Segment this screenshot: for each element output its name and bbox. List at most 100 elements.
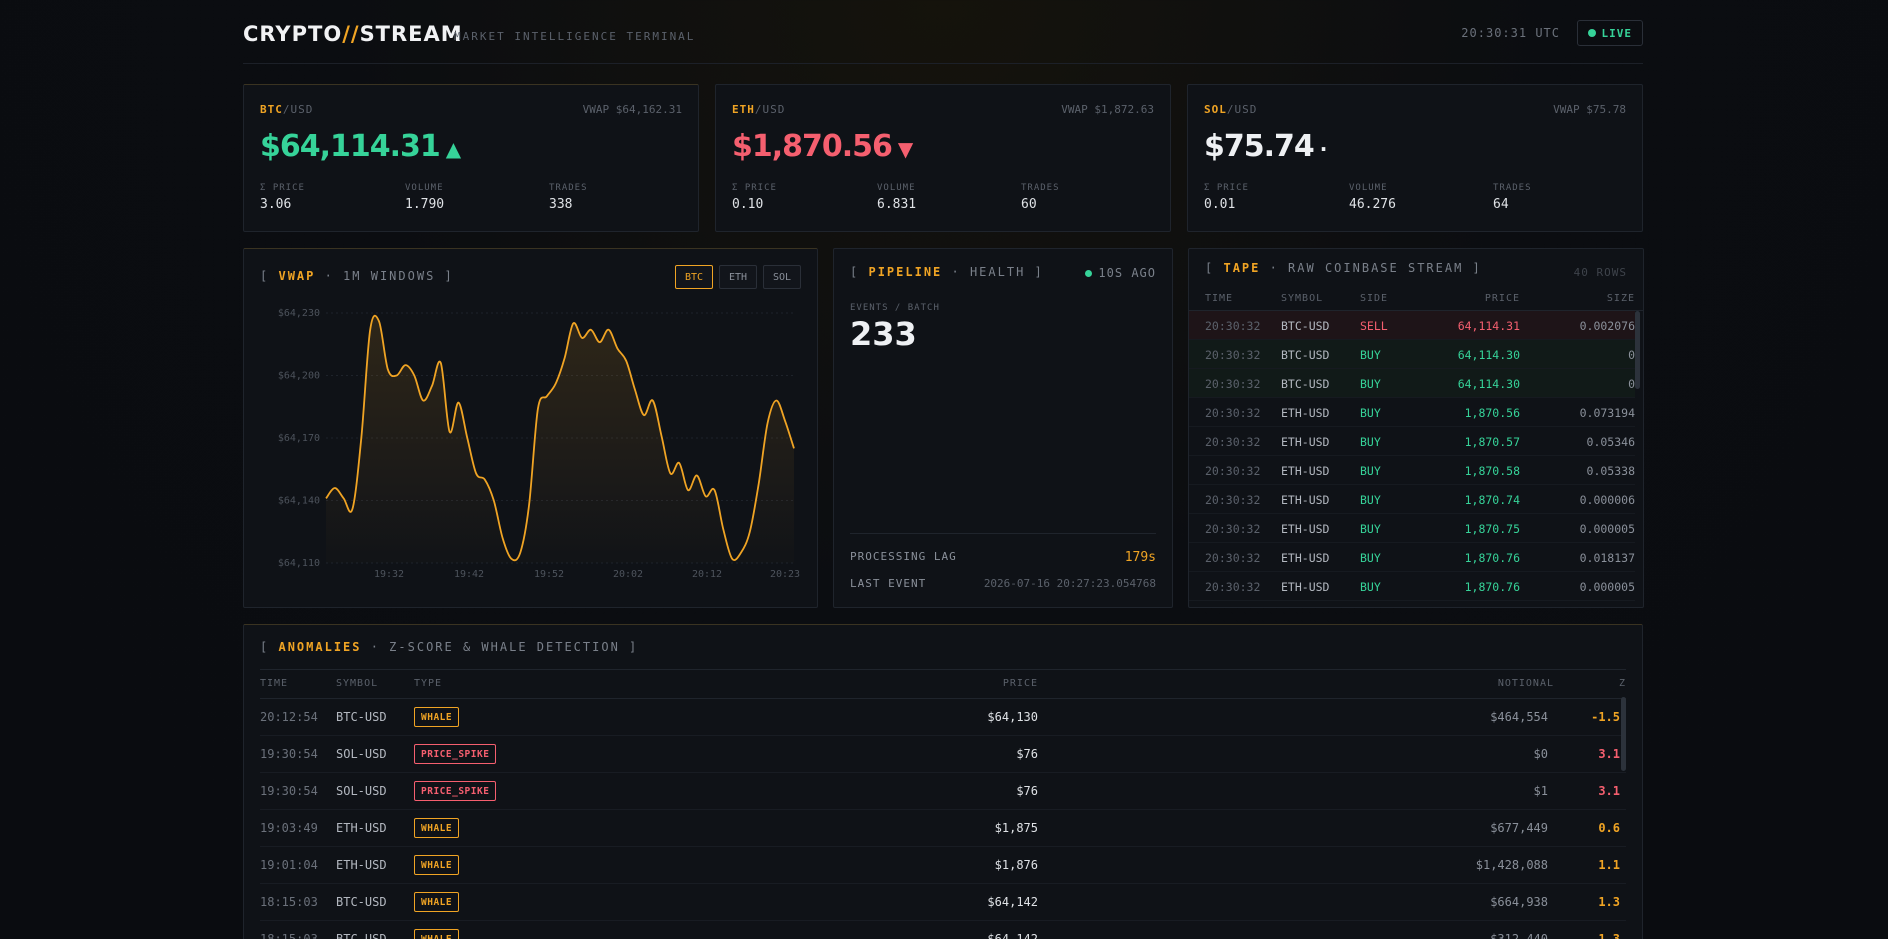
tape-time-cell: 20:30:32	[1205, 580, 1261, 594]
tape-scrollbar[interactable]	[1635, 311, 1640, 389]
anomaly-notional-cell: $464,554	[1490, 710, 1548, 724]
vwap-chart: $64,230 $64,200 $64,170 $64,140 $64,110 19:3…	[278, 308, 800, 580]
tape-symbol-cell: ETH-USD	[1281, 522, 1330, 536]
anomaly-row: 18:15:03 BTC-USD WHALE $64,142 $312,440 1.3	[260, 921, 1626, 939]
anomaly-z-cell: -1.5	[1591, 710, 1620, 724]
tape-side-cell: BUY	[1360, 464, 1381, 478]
whale-badge: WHALE	[414, 855, 460, 875]
vwap-value: VWAP $1,872.63	[1061, 103, 1154, 116]
processing-lag-row: PROCESSING LAG 179s	[850, 550, 1156, 565]
price-card-eth: ETH/USD VWAP $1,872.63 $1,870.56 ▼ Σ PRIC…	[715, 84, 1171, 232]
tape-size-cell: 0.05346	[1586, 435, 1635, 449]
stat-volume: VOLUME 6.831	[877, 183, 917, 212]
anomaly-z-cell: 1.3	[1598, 932, 1620, 939]
tape-row: 20:30:32 ETH-USD BUY 1,870.75 0.000005	[1189, 514, 1635, 543]
anomaly-row: 19:03:49 ETH-USD WHALE $1,875 $677,449 0.6	[260, 810, 1626, 847]
anomaly-row: 19:01:04 ETH-USD WHALE $1,876 $1,428,088 1.1	[260, 847, 1626, 884]
tape-table-header: TIME SYMBOL SIDE PRICE SIZE	[1189, 291, 1643, 311]
anomaly-price-cell: $1,875	[994, 821, 1038, 835]
whale-badge: WHALE	[414, 707, 460, 727]
pipeline-panel: [ PIPELINE · HEALTH ] 10S AGO EVENTS / B…	[833, 248, 1173, 608]
symbol-button-eth[interactable]: ETH	[719, 265, 757, 289]
tape-symbol-cell: ETH-USD	[1281, 464, 1330, 478]
anomalies-scrollbar[interactable]	[1621, 697, 1626, 771]
anomaly-row: 20:12:54 BTC-USD WHALE $64,130 $464,554 -1.5	[260, 699, 1626, 736]
tape-side-cell: BUY	[1360, 348, 1381, 362]
tape-size-cell: 0	[1628, 377, 1635, 391]
tape-symbol-cell: BTC-USD	[1281, 377, 1330, 391]
tape-size-cell: 0	[1628, 348, 1635, 362]
whale-badge: WHALE	[414, 929, 460, 939]
tape-time-cell: 20:30:32	[1205, 377, 1261, 391]
tape-row: 20:30:32 BTC-USD SELL 64,114.31 0.002076	[1189, 311, 1635, 340]
tagline: MARKET INTELLIGENCE TERMINAL	[454, 30, 696, 43]
tape-size-cell: 0.000005	[1579, 580, 1635, 594]
anomaly-price-cell: $76	[1016, 784, 1038, 798]
tape-symbol-cell: ETH-USD	[1281, 551, 1330, 565]
live-indicator: LIVE	[1576, 20, 1643, 46]
anomaly-z-cell: 3.1	[1598, 784, 1620, 798]
y-tick-label: $64,140	[278, 496, 320, 507]
tape-side-cell: BUY	[1360, 493, 1381, 507]
symbol-button-sol[interactable]: SOL	[763, 265, 801, 289]
anomaly-notional-cell: $677,449	[1490, 821, 1548, 835]
anomaly-symbol-cell: BTC-USD	[336, 895, 387, 909]
tape-row: 20:30:32 ETH-USD BUY 1,870.57 0.05346	[1189, 427, 1635, 456]
tape-side-cell: BUY	[1360, 377, 1381, 391]
tape-price-cell: 64,114.31	[1457, 319, 1520, 333]
tape-price-cell: 64,114.30	[1457, 348, 1520, 362]
anomaly-price-cell: $64,142	[987, 932, 1038, 939]
anomaly-time-cell: 18:15:03	[260, 932, 318, 939]
x-tick-label: 20:02	[613, 569, 643, 580]
anomaly-price-cell: $64,130	[987, 710, 1038, 724]
anomaly-notional-cell: $1	[1533, 784, 1548, 798]
anomaly-price-cell: $76	[1016, 747, 1038, 761]
x-tick-label: 19:42	[454, 569, 484, 580]
anomaly-price-cell: $64,142	[987, 895, 1038, 909]
tape-size-cell: 0.018137	[1579, 551, 1635, 565]
anomaly-symbol-cell: ETH-USD	[336, 821, 387, 835]
tape-size-cell: 0.073194	[1579, 406, 1635, 420]
symbol-button-btc[interactable]: BTC	[675, 265, 713, 289]
tape-row: 20:30:32 ETH-USD BUY 1,870.76 0.000005	[1189, 572, 1635, 601]
last-price: $75.74 ·	[1204, 129, 1328, 164]
utc-clock: 20:30:31 UTC	[1461, 26, 1560, 40]
tape-time-cell: 20:30:32	[1205, 348, 1261, 362]
anomaly-row: 18:15:03 BTC-USD WHALE $64,142 $664,938 1.3	[260, 884, 1626, 921]
tape-time-cell: 20:30:32	[1205, 551, 1261, 565]
tape-time-cell: 20:30:32	[1205, 522, 1261, 536]
tape-size-cell: 0.002076	[1579, 319, 1635, 333]
y-tick-label: $64,200	[278, 371, 320, 382]
tape-price-cell: 1,870.57	[1464, 435, 1520, 449]
vwap-value: VWAP $64,162.31	[582, 103, 682, 116]
tape-size-cell: 0.000006	[1579, 493, 1635, 507]
anomaly-time-cell: 20:12:54	[260, 710, 318, 724]
price-card-btc: BTC/USD VWAP $64,162.31 $64,114.31 ▲ Σ PR…	[243, 84, 699, 232]
x-tick-label: 19:52	[534, 569, 564, 580]
flat-dot-icon: ·	[1319, 137, 1328, 161]
stat-sum-price: Σ PRICE 3.06	[260, 183, 305, 212]
tape-row: 20:30:32 BTC-USD BUY 64,114.30 0	[1189, 369, 1635, 398]
tape-row: 20:30:32 ETH-USD BUY 1,870.56 0.073194	[1189, 398, 1635, 427]
tape-price-cell: 1,870.58	[1464, 464, 1520, 478]
anomalies-table-header: TIME SYMBOL TYPE PRICE NOTIONAL Z	[260, 669, 1626, 699]
tape-row: 20:30:32 BTC-USD BUY 64,114.30 0	[1189, 340, 1635, 369]
whale-badge: WHALE	[414, 818, 460, 838]
tape-symbol-cell: BTC-USD	[1281, 319, 1330, 333]
stat-sum-price: Σ PRICE 0.10	[732, 183, 777, 212]
y-tick-label: $64,110	[278, 558, 320, 569]
events-value: 233	[850, 315, 917, 353]
rows-count: 40 ROWS	[1573, 266, 1627, 279]
anomaly-symbol-cell: ETH-USD	[336, 858, 387, 872]
anomalies-panel-title: [ ANOMALIES · Z-SCORE & WHALE DETECTION …	[260, 640, 639, 654]
tape-side-cell: SELL	[1360, 319, 1388, 333]
tape-price-cell: 1,870.74	[1464, 493, 1520, 507]
anomaly-notional-cell: $664,938	[1490, 895, 1548, 909]
pair-label: ETH/USD	[732, 103, 786, 116]
anomaly-row: 19:30:54 SOL-USD PRICE_SPIKE $76 $0 3.1	[260, 736, 1626, 773]
tape-symbol-cell: ETH-USD	[1281, 435, 1330, 449]
last-update-status: 10S AGO	[1085, 266, 1156, 280]
tape-panel: [ TAPE · RAW COINBASE STREAM ] 40 ROWS T…	[1188, 248, 1644, 608]
anomaly-time-cell: 19:01:04	[260, 858, 318, 872]
live-label: LIVE	[1601, 26, 1632, 40]
